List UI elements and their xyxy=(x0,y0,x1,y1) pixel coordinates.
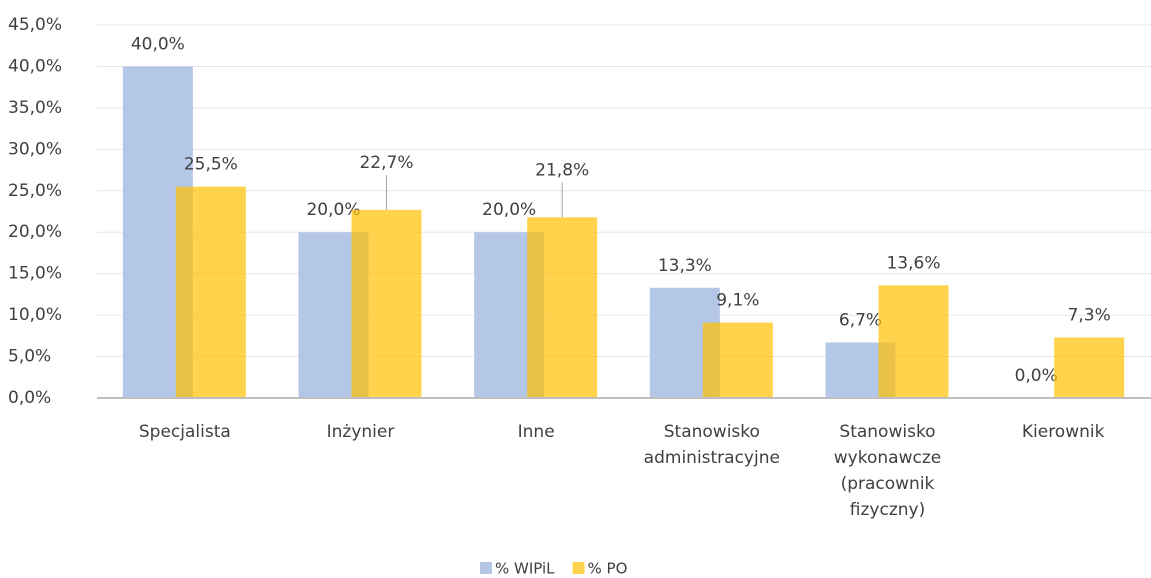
bar xyxy=(878,285,949,398)
x-tick-label: Kierownik xyxy=(1022,422,1105,442)
y-tick-label: 45,0% xyxy=(8,15,62,35)
data-label: 13,3% xyxy=(658,256,712,276)
legend-swatch xyxy=(572,562,585,574)
y-tick-label: 30,0% xyxy=(8,139,62,159)
data-label: 7,3% xyxy=(1068,305,1111,325)
y-tick-label: 25,0% xyxy=(8,181,62,201)
x-tick-label: Inżynier xyxy=(327,422,395,442)
data-label: 6,7% xyxy=(839,310,882,330)
y-tick-label: 40,0% xyxy=(8,56,62,76)
bar xyxy=(527,217,598,398)
data-label: 0,0% xyxy=(1015,366,1058,386)
y-tick-label: 0,0% xyxy=(8,388,51,408)
bar xyxy=(702,322,773,398)
y-tick-label: 5,0% xyxy=(8,347,51,367)
data-label: 40,0% xyxy=(131,34,185,54)
bar xyxy=(351,209,422,398)
data-label: 20,0% xyxy=(482,200,536,220)
legend-label: % WIPiL xyxy=(495,560,555,578)
bar xyxy=(175,186,246,398)
data-label: 22,7% xyxy=(359,153,413,173)
x-tick-label: Inne xyxy=(518,422,555,442)
x-tick-label: Stanowisko wykonawcze (pracownik fizyczny) xyxy=(834,422,941,520)
data-label: 25,5% xyxy=(184,155,238,175)
x-tick-label: Specjalista xyxy=(139,422,231,442)
y-tick-label: 15,0% xyxy=(8,264,62,284)
data-label: 20,0% xyxy=(306,200,360,220)
data-label: 9,1% xyxy=(716,291,759,311)
bar xyxy=(1054,337,1125,398)
x-tick-label: Stanowisko administracyjne xyxy=(644,422,780,468)
data-label: 13,6% xyxy=(886,253,940,273)
y-tick-label: 20,0% xyxy=(8,222,62,242)
y-tick-label: 35,0% xyxy=(8,98,62,118)
data-label: 21,8% xyxy=(535,160,589,180)
y-tick-label: 10,0% xyxy=(8,305,62,325)
legend-swatch xyxy=(480,562,492,574)
legend-label: % PO xyxy=(588,560,628,578)
